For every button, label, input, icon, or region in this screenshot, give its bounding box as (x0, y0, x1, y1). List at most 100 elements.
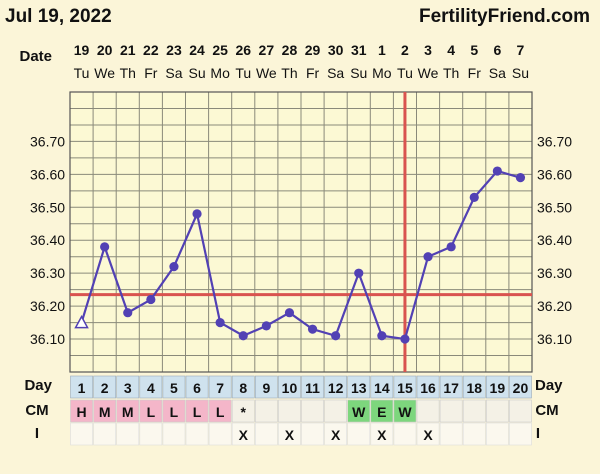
date-tick-label: 26 (235, 42, 251, 58)
date-tick-label: 5 (470, 42, 478, 58)
y-tick-label-left: 36.50 (30, 199, 65, 215)
cm-value-label: L (193, 404, 202, 420)
day-cell (416, 375, 440, 399)
day-number-label: 14 (374, 380, 390, 396)
cm-value-label: L (216, 404, 225, 420)
day-number-label: 3 (124, 380, 132, 396)
weekday-tick-label: Th (443, 65, 459, 81)
y-tick-label-left: 36.20 (30, 298, 65, 314)
day-number-label: 4 (147, 380, 155, 396)
intercourse-cell (278, 422, 301, 446)
weekday-tick-label: Tu (74, 65, 90, 81)
day-cell (231, 375, 255, 399)
weekday-tick-label: Mo (210, 65, 230, 81)
day-row-label-right: Day (535, 377, 563, 394)
day-cell (255, 375, 278, 399)
y-tick-label-left: 36.70 (30, 133, 65, 149)
date-row-label: Date (19, 48, 52, 65)
intercourse-cell (93, 422, 116, 446)
cm-cell (347, 399, 371, 423)
intercourse-cell (462, 422, 486, 446)
day-number-label: 16 (420, 380, 436, 396)
date-tick-label: 1 (378, 42, 386, 58)
day-cell (301, 375, 324, 399)
day-number-label: 12 (328, 380, 344, 396)
temperature-point (331, 331, 341, 341)
cm-cell (162, 399, 186, 423)
day-cell (278, 375, 301, 399)
weekday-tick-label: Fr (144, 65, 158, 81)
day-number-label: 20 (513, 380, 529, 396)
date-tick-label: 2 (401, 42, 409, 58)
cm-cell (485, 399, 509, 423)
weekday-tick-label: Tu (235, 65, 251, 81)
temperature-point (284, 308, 295, 318)
day-number-label: 6 (193, 380, 201, 396)
y-tick-label-left: 36.10 (30, 331, 65, 347)
day-cell (509, 375, 532, 399)
intercourse-cell (255, 422, 278, 446)
temperature-point (400, 334, 410, 344)
cm-value-label: H (76, 404, 86, 420)
cm-cell (93, 399, 116, 423)
temperature-point (307, 324, 318, 334)
intercourse-mark-label: X (423, 427, 433, 443)
day-cell (208, 375, 232, 399)
temperature-point (261, 321, 271, 331)
cm-value-label: * (241, 404, 247, 420)
weekday-tick-label: Su (188, 65, 205, 81)
date-tick-label: 24 (189, 42, 205, 58)
weekday-tick-label: Su (350, 65, 367, 81)
y-tick-label-left: 36.30 (30, 265, 65, 281)
cm-cell (301, 399, 324, 423)
temperature-point (377, 331, 387, 341)
day-cell (185, 375, 209, 399)
cm-cell (255, 399, 278, 423)
intercourse-mark-label: X (285, 427, 295, 443)
cm-cell (439, 399, 463, 423)
weekday-tick-label: Fr (306, 65, 320, 81)
cm-cell (509, 399, 532, 423)
intercourse-cell (162, 422, 186, 446)
cm-cell (208, 399, 232, 423)
day-cell (324, 375, 348, 399)
weekday-tick-label: Th (281, 65, 297, 81)
cm-cell (462, 399, 486, 423)
weekday-tick-label: Tu (397, 65, 413, 81)
weekday-tick-label: Sa (165, 65, 182, 81)
day-number-label: 17 (443, 380, 459, 396)
intercourse-mark-label: X (331, 427, 341, 443)
y-tick-label-right: 36.20 (537, 298, 572, 314)
cm-value-label: E (377, 404, 386, 420)
temperature-point-open (74, 315, 89, 329)
day-number-label: 10 (282, 380, 298, 396)
date-tick-label: 23 (166, 42, 182, 58)
day-cell (70, 375, 93, 399)
date-tick-label: 21 (120, 42, 136, 58)
day-cell (116, 375, 140, 399)
cm-cell (324, 399, 348, 423)
cm-cell (185, 399, 209, 423)
date-tick-label: 29 (305, 42, 321, 58)
day-cell (162, 375, 186, 399)
weekday-tick-label: We (256, 65, 277, 81)
weekday-tick-label: Su (512, 65, 529, 81)
intercourse-cell (208, 422, 232, 446)
cm-value-label: W (352, 404, 366, 420)
cm-cell (70, 399, 93, 423)
date-tick-label: 20 (97, 42, 113, 58)
date-tick-label: 25 (212, 42, 228, 58)
temperature-point (492, 166, 502, 176)
y-tick-label-right: 36.40 (537, 232, 572, 248)
y-tick-label-right: 36.30 (537, 265, 572, 281)
day-number-label: 15 (397, 380, 413, 396)
day-row-label: Day (24, 377, 52, 394)
intercourse-cell (416, 422, 440, 446)
day-number-label: 11 (305, 380, 320, 396)
temperature-point (123, 308, 133, 318)
i-row-label-right: I (536, 425, 540, 442)
intercourse-cell (509, 422, 532, 446)
day-number-label: 8 (239, 380, 247, 396)
temperature-point (192, 209, 202, 219)
